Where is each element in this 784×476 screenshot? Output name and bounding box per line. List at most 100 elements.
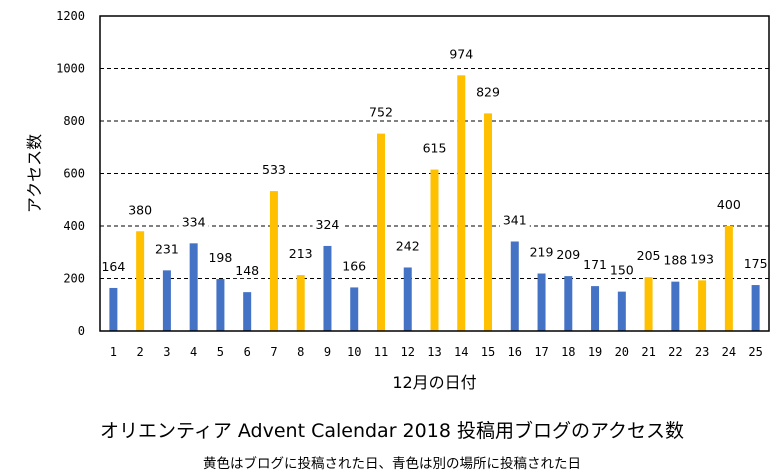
- x-tick-label: 20: [615, 345, 629, 359]
- data-label: 164: [101, 259, 125, 274]
- data-label-background: [580, 257, 610, 273]
- x-tick-label: 7: [270, 345, 277, 359]
- data-label-background: [125, 202, 156, 218]
- bar: [162, 270, 171, 331]
- x-tick-label: 15: [481, 345, 495, 359]
- data-label-background: [98, 258, 129, 274]
- plot-frame: [99, 15, 770, 332]
- bar: [243, 292, 252, 331]
- data-label-background: [473, 84, 503, 100]
- data-label: 188: [663, 253, 687, 268]
- data-label: 148: [235, 263, 259, 278]
- bar: [724, 226, 733, 331]
- data-label-background: [660, 252, 691, 268]
- data-label: 334: [182, 214, 206, 229]
- data-label: 193: [690, 251, 714, 266]
- data-label-background: [526, 244, 557, 260]
- bar: [269, 191, 278, 331]
- bar: [189, 243, 198, 331]
- data-label-background: [312, 216, 343, 232]
- x-tick-label: 22: [668, 345, 682, 359]
- y-axis-ticks: 0 200 400 600 800 1000 1200: [56, 9, 85, 338]
- data-label: 324: [316, 217, 340, 232]
- data-label-background: [366, 104, 396, 120]
- data-label-background: [151, 241, 182, 257]
- data-label: 829: [476, 84, 500, 99]
- bar: [698, 280, 707, 331]
- data-label-background: [687, 251, 718, 267]
- data-label-background: [259, 162, 289, 178]
- data-label-background: [285, 246, 316, 262]
- data-label: 380: [128, 202, 152, 217]
- data-label-background: [419, 140, 450, 156]
- x-tick-label: 14: [454, 345, 468, 359]
- data-label-background: [633, 248, 664, 264]
- data-label: 615: [423, 141, 447, 156]
- data-label: 198: [208, 250, 232, 265]
- bar: [564, 276, 573, 331]
- bar: [537, 273, 546, 331]
- data-label-background: [606, 262, 637, 278]
- x-tick-label: 25: [748, 345, 762, 359]
- data-label: 242: [396, 238, 420, 253]
- x-tick-label: 11: [374, 345, 388, 359]
- bar: [484, 113, 493, 331]
- data-label: 209: [556, 247, 580, 262]
- x-tick-label: 23: [695, 345, 709, 359]
- y-tick-label: 1000: [56, 62, 85, 76]
- data-label: 231: [155, 241, 179, 256]
- bar: [350, 287, 359, 331]
- bar: [671, 281, 680, 331]
- data-label: 752: [369, 105, 393, 120]
- y-tick-label: 0: [78, 324, 85, 338]
- y-tick-label: 600: [63, 167, 85, 181]
- x-tick-label: 16: [508, 345, 522, 359]
- y-tick-label: 400: [63, 219, 85, 233]
- data-label: 171: [583, 257, 607, 272]
- data-label-background: [339, 258, 370, 274]
- data-label: 400: [717, 197, 741, 212]
- bar: [457, 75, 466, 331]
- bar: [323, 245, 332, 331]
- bar-chart: 1643802313341981485332133241667522426159…: [25, 9, 771, 392]
- bar: [751, 285, 760, 331]
- x-tick-label: 9: [324, 345, 331, 359]
- data-label: 213: [289, 246, 313, 261]
- chart-title: オリエンティア Advent Calendar 2018 投稿用ブログのアクセス…: [99, 420, 684, 442]
- x-tick-label: 18: [561, 345, 575, 359]
- bar: [109, 287, 118, 331]
- bar: [376, 133, 385, 331]
- x-tick-label: 10: [347, 345, 361, 359]
- bar: [644, 277, 653, 331]
- data-label: 974: [449, 46, 473, 61]
- bar: [403, 267, 412, 331]
- bars: [109, 75, 760, 331]
- bar: [216, 279, 225, 331]
- x-tick-label: 19: [588, 345, 602, 359]
- data-label-background: [713, 197, 744, 212]
- data-label-background: [178, 214, 209, 230]
- data-label-background: [232, 263, 263, 279]
- chart-subtitle: 黄色はブログに投稿された日、青色は別の場所に投稿された日: [203, 456, 581, 472]
- y-axis-title: アクセス数: [25, 134, 44, 213]
- x-tick-label: 21: [641, 345, 655, 359]
- bar: [510, 241, 519, 331]
- x-tick-label: 3: [163, 345, 170, 359]
- y-tick-label: 800: [63, 114, 85, 128]
- x-axis-ticks: 1 2 3 4 5 6 7 8 9 10 11 12 13 14 15 16 17 18 19 20 21 22 23 24 2…: [110, 345, 763, 359]
- x-tick-label: 1: [110, 345, 117, 359]
- data-label: 341: [503, 212, 527, 227]
- data-label-background: [499, 212, 530, 228]
- data-label: 205: [637, 248, 661, 263]
- x-tick-label: 8: [297, 345, 304, 359]
- data-label: 166: [342, 258, 366, 273]
- bar: [136, 231, 145, 331]
- data-label-background: [553, 247, 584, 263]
- data-label-background: [205, 250, 236, 266]
- data-label: 533: [262, 162, 286, 177]
- y-tick-label: 1200: [56, 9, 85, 23]
- data-label-background: [740, 256, 771, 272]
- data-label: 175: [744, 256, 768, 271]
- x-tick-label: 6: [244, 345, 251, 359]
